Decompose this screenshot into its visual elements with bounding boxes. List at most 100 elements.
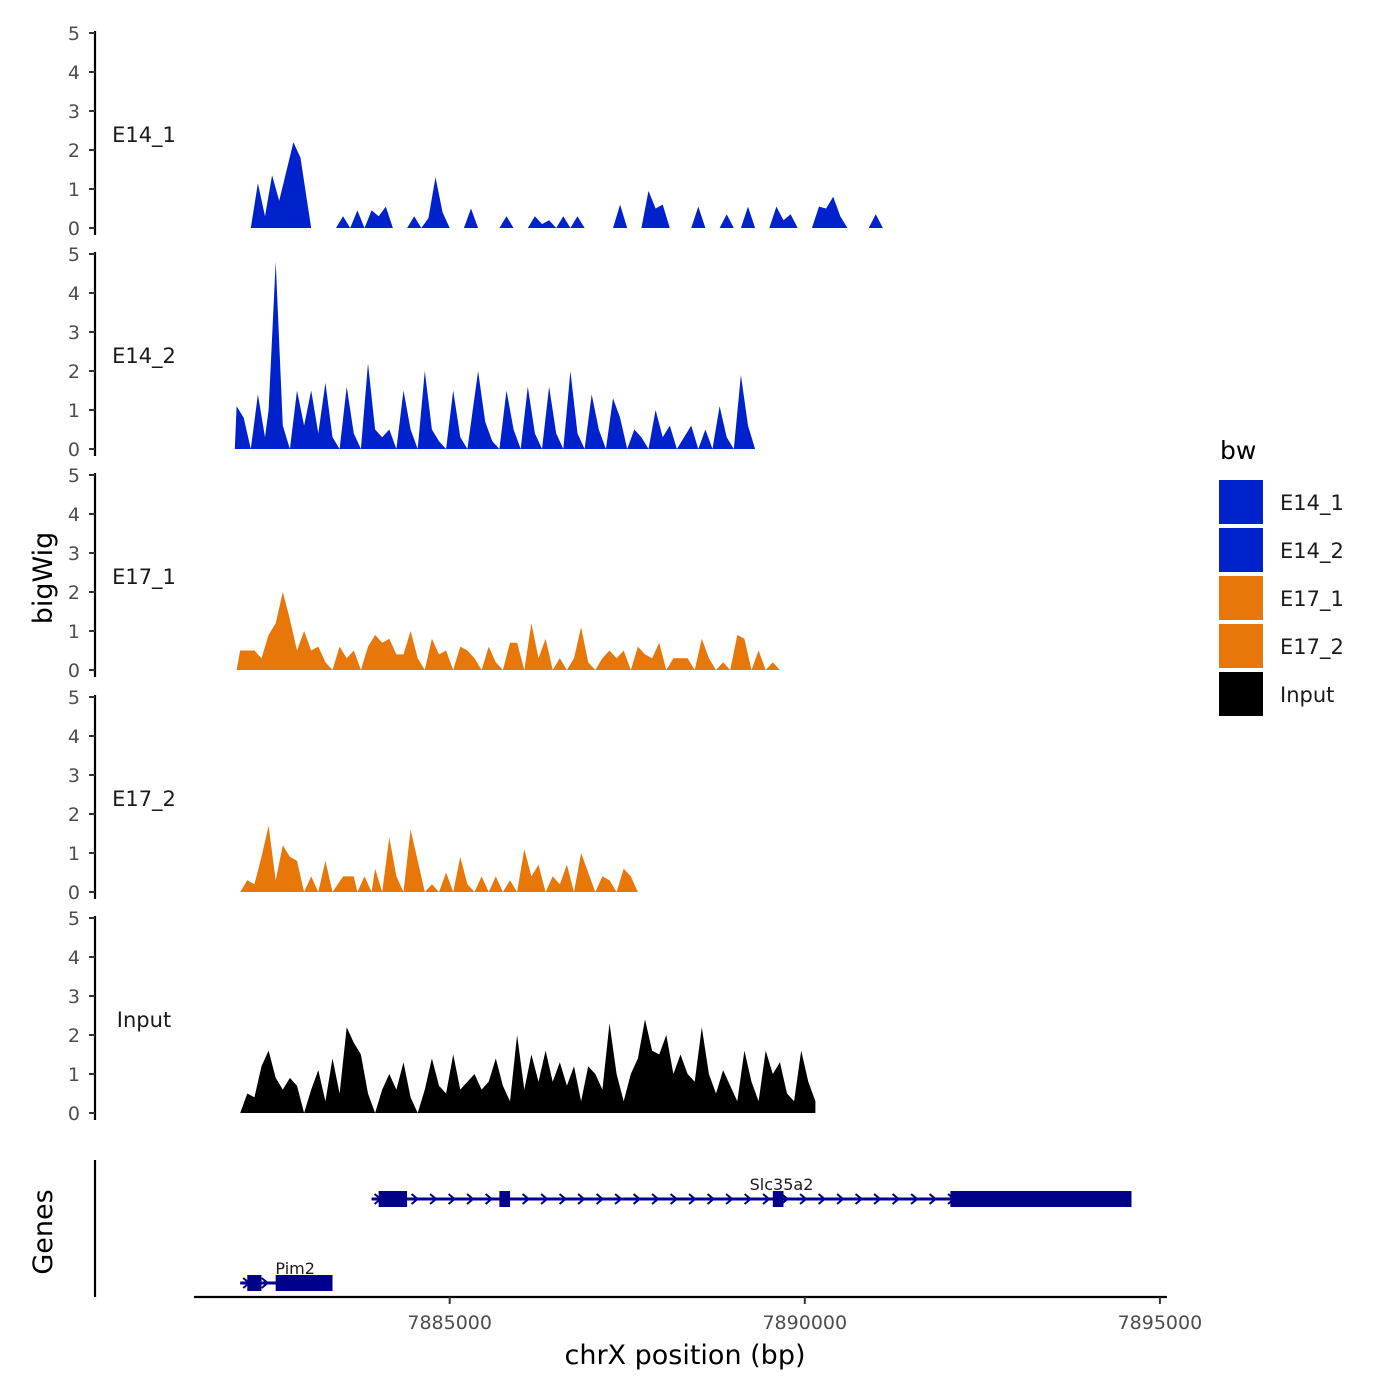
strand-arrow bbox=[521, 1193, 531, 1205]
y-tick-label: 0 bbox=[68, 439, 80, 461]
track-E17_2: 0 1 2 3 4 5 E17_2 bbox=[68, 687, 638, 904]
gene-Pim2: Pim2 bbox=[240, 1259, 333, 1291]
legend-item-Input: Input bbox=[1219, 672, 1334, 716]
y-tick-label: 3 bbox=[68, 322, 80, 344]
strand-arrow bbox=[651, 1193, 660, 1205]
x-tick-label: 7885000 bbox=[407, 1312, 492, 1334]
track-label: E14_1 bbox=[112, 123, 176, 148]
y-tick-label: 0 bbox=[68, 660, 80, 682]
x-tick-label: 7890000 bbox=[762, 1312, 847, 1334]
legend-label: E14_1 bbox=[1280, 491, 1344, 516]
legend-swatch bbox=[1219, 528, 1263, 572]
strand-arrow bbox=[706, 1193, 716, 1205]
y-tick-label: 2 bbox=[68, 140, 80, 162]
gene-exon bbox=[499, 1191, 511, 1207]
strand-arrow bbox=[595, 1193, 605, 1205]
y-tick-label: 3 bbox=[68, 101, 80, 123]
y-tick-label: 2 bbox=[68, 361, 80, 383]
y-tick-label: 3 bbox=[68, 986, 80, 1008]
y-tick-label: 4 bbox=[68, 504, 80, 526]
track-E17_1: 0 1 2 3 4 5 E17_1 bbox=[68, 465, 780, 682]
strand-arrow bbox=[762, 1193, 771, 1205]
strand-arrow bbox=[410, 1193, 420, 1205]
gene-exon bbox=[378, 1191, 408, 1207]
strand-arrow bbox=[817, 1193, 827, 1205]
strand-arrow bbox=[558, 1193, 568, 1205]
strand-arrow bbox=[447, 1193, 457, 1205]
x-axis: 7885000 7890000 7895000 bbox=[194, 1295, 1203, 1334]
y-tick-label: 1 bbox=[68, 179, 80, 201]
strand-arrow bbox=[743, 1193, 753, 1205]
gene-label: Pim2 bbox=[275, 1259, 315, 1278]
y-tick-label: 3 bbox=[68, 765, 80, 787]
y-axis-title: bigWig bbox=[28, 532, 59, 625]
y-tick-label: 5 bbox=[68, 244, 80, 266]
gene-exon bbox=[275, 1275, 333, 1291]
strand-arrow bbox=[577, 1193, 586, 1205]
y-tick-label: 3 bbox=[68, 543, 80, 565]
legend-swatch bbox=[1219, 624, 1263, 668]
gene-label: Slc35a2 bbox=[750, 1175, 814, 1194]
y-tick-label: 4 bbox=[68, 726, 80, 748]
gene-Slc35a2: Slc35a2 bbox=[371, 1175, 1132, 1207]
legend-label: Input bbox=[1280, 683, 1334, 707]
y-tick-label: 0 bbox=[68, 882, 80, 904]
strand-arrow bbox=[466, 1193, 475, 1205]
strand-arrow bbox=[484, 1193, 494, 1205]
legend-swatch bbox=[1219, 672, 1263, 716]
y-tick-label: 2 bbox=[68, 1025, 80, 1047]
strand-arrow bbox=[725, 1193, 734, 1205]
legend: bw E14_1 E14_2 E17_1 E17_2 Input bbox=[1219, 436, 1344, 716]
strand-arrow bbox=[669, 1193, 679, 1205]
signal-area-E17_2 bbox=[240, 825, 638, 892]
track-E14_1: 0 1 2 3 4 5 E14_1 bbox=[68, 23, 883, 240]
strand-arrow bbox=[688, 1193, 697, 1205]
y-tick-label: 1 bbox=[68, 621, 80, 643]
strand-arrow bbox=[910, 1193, 919, 1205]
y-tick-label: 1 bbox=[68, 400, 80, 422]
track-label: Input bbox=[117, 1008, 171, 1032]
track-E14_2: 0 1 2 3 4 5 E14_2 bbox=[68, 244, 756, 461]
legend-swatch bbox=[1219, 480, 1263, 524]
signal-area-Input bbox=[240, 1019, 816, 1113]
strand-arrow bbox=[799, 1193, 808, 1205]
y-tick-label: 4 bbox=[68, 283, 80, 305]
strand-arrow bbox=[928, 1193, 938, 1205]
y-tick-label: 2 bbox=[68, 582, 80, 604]
y-tick-label: 0 bbox=[68, 1103, 80, 1125]
strand-arrow bbox=[429, 1193, 438, 1205]
strand-arrow bbox=[540, 1193, 549, 1205]
track-label: E17_2 bbox=[112, 787, 176, 812]
legend-item-E14_2: E14_2 bbox=[1219, 528, 1344, 572]
strand-arrow bbox=[632, 1193, 642, 1205]
strand-arrow bbox=[261, 1277, 270, 1289]
x-axis-title: chrX position (bp) bbox=[564, 1340, 805, 1371]
signal-tracks: 0 1 2 3 4 5 E14_1 0 1 2 3 4 5 E14_2 0 1 2 3 4 5 E17_1 0 1 2 3 4 5 E… bbox=[68, 23, 883, 1125]
legend-label: E14_2 bbox=[1280, 539, 1344, 564]
y-tick-label: 4 bbox=[68, 947, 80, 969]
y-tick-label: 5 bbox=[68, 23, 80, 45]
signal-area-E17_1 bbox=[236, 592, 780, 670]
y-tick-label: 1 bbox=[68, 843, 80, 865]
y-tick-label: 5 bbox=[68, 908, 80, 930]
gene-exon bbox=[247, 1275, 262, 1291]
gene-exon bbox=[772, 1191, 784, 1207]
signal-area-E14_2 bbox=[234, 261, 756, 449]
gene-exon bbox=[950, 1191, 1132, 1207]
y-tick-label: 2 bbox=[68, 804, 80, 826]
track-Input: 0 1 2 3 4 5 Input bbox=[68, 908, 816, 1125]
legend-title: bw bbox=[1220, 436, 1256, 465]
legend-item-E17_1: E17_1 bbox=[1219, 576, 1344, 620]
strand-arrow bbox=[873, 1193, 882, 1205]
track-label: E17_1 bbox=[112, 565, 176, 590]
track-label: E14_2 bbox=[112, 344, 176, 369]
legend-swatch bbox=[1219, 576, 1263, 620]
x-tick-label: 7895000 bbox=[1118, 1312, 1203, 1334]
strand-arrow bbox=[614, 1193, 623, 1205]
strand-arrow bbox=[891, 1193, 901, 1205]
strand-arrow bbox=[854, 1193, 864, 1205]
legend-label: E17_2 bbox=[1280, 635, 1344, 660]
y-tick-label: 5 bbox=[68, 465, 80, 487]
genes-axis-title: Genes bbox=[28, 1189, 59, 1274]
